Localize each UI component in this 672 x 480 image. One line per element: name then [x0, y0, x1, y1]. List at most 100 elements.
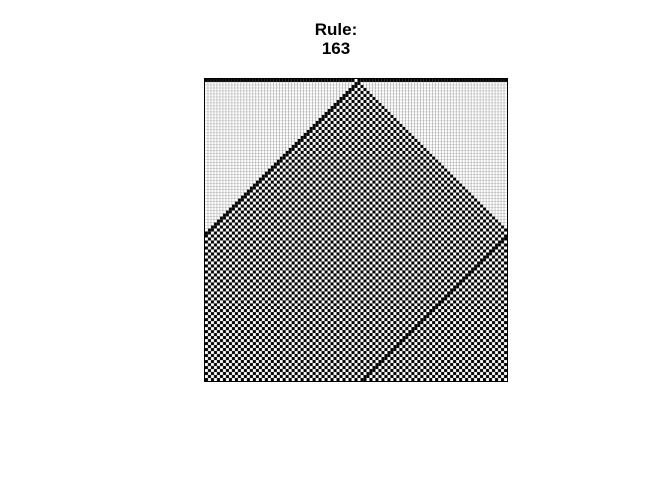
automaton-cell-run	[310, 252, 313, 255]
automaton-cell-run	[357, 133, 360, 136]
automaton-cell-run	[304, 196, 307, 199]
automaton-cell-run	[307, 190, 310, 193]
automaton-cell-run	[501, 243, 504, 246]
automaton-cell-run	[414, 148, 417, 151]
automaton-cell-run	[250, 217, 253, 220]
automaton-cell-run	[435, 294, 438, 297]
automaton-cell-run	[337, 279, 340, 282]
automaton-cell-run	[301, 234, 304, 237]
automaton-cell-run	[316, 202, 319, 205]
automaton-cell-run	[355, 118, 358, 121]
automaton-cell-run	[295, 226, 298, 229]
automaton-cell-run	[292, 181, 295, 184]
automaton-cell-run	[277, 193, 280, 196]
automaton-cell-run	[423, 285, 426, 288]
automaton-cell-run	[372, 196, 375, 199]
automaton-cell-run	[360, 229, 363, 232]
automaton-cell-run	[381, 258, 384, 261]
automaton-cell-run	[307, 231, 310, 234]
automaton-cell-run	[384, 124, 387, 127]
automaton-cell-run	[372, 300, 375, 303]
automaton-cell-run	[378, 243, 381, 246]
automaton-cell-run	[334, 163, 337, 166]
automaton-cell-run	[369, 142, 372, 145]
automaton-cell-run	[337, 217, 340, 220]
automaton-cell-run	[417, 246, 420, 249]
automaton-cell-run	[375, 246, 378, 249]
automaton-cell-run	[211, 282, 214, 285]
automaton-cell-run	[357, 181, 360, 184]
automaton-cell-run	[307, 252, 310, 255]
automaton-cell-run	[387, 267, 390, 270]
automaton-cell-run	[381, 178, 384, 181]
automaton-cell-run	[310, 193, 313, 196]
automaton-cell-run	[438, 288, 441, 291]
automaton-cell-run	[223, 237, 226, 240]
automaton-cell-run	[453, 234, 456, 237]
automaton-cell-run	[346, 202, 349, 205]
automaton-cell-run	[226, 297, 229, 300]
automaton-cell-run	[286, 229, 289, 232]
automaton-cell-run	[444, 226, 447, 229]
automaton-cell-run	[399, 288, 402, 291]
automaton-cell-run	[477, 267, 480, 270]
automaton-cell-run	[298, 151, 301, 154]
automaton-cell-run	[360, 181, 363, 184]
automaton-cell-run	[214, 276, 217, 279]
automaton-cell-run	[313, 157, 316, 160]
automaton-cell-run	[366, 133, 369, 136]
automaton-cell-run	[366, 291, 369, 294]
automaton-cell-run	[411, 285, 414, 288]
automaton-cell-run	[280, 285, 283, 288]
automaton-cell-run	[325, 288, 328, 291]
automaton-cell-run	[378, 175, 381, 178]
automaton-cell-run	[447, 249, 450, 252]
automaton-cell-run	[346, 112, 349, 115]
automaton-cell-run	[253, 273, 256, 276]
automaton-cell-run	[301, 243, 304, 246]
automaton-cell-run	[277, 243, 280, 246]
automaton-cell-run	[498, 294, 501, 297]
automaton-cell-run	[366, 240, 369, 243]
automaton-cell-run	[447, 270, 450, 273]
automaton-cell-run	[250, 288, 253, 291]
automaton-cell-run	[360, 243, 363, 246]
automaton-cell-run	[402, 151, 405, 154]
automaton-cell-run	[399, 145, 402, 148]
automaton-cell-run	[471, 276, 474, 279]
automaton-cell-run	[211, 264, 214, 267]
automaton-cell-run	[322, 211, 325, 214]
automaton-cell-run	[402, 175, 405, 178]
automaton-cell-run	[366, 208, 369, 211]
automaton-cell-run	[414, 184, 417, 187]
automaton-cell-run	[444, 202, 447, 205]
automaton-cell-run	[295, 217, 298, 220]
automaton-cell-run	[375, 208, 378, 211]
automaton-cell-run	[223, 288, 226, 291]
automaton-cell-run	[349, 136, 352, 139]
automaton-cell-run	[304, 226, 307, 229]
automaton-cell-run	[360, 100, 363, 103]
automaton-cell-run	[277, 300, 280, 303]
automaton-cell-run	[343, 258, 346, 261]
automaton-cell-run	[286, 175, 289, 178]
automaton-cell-run	[355, 94, 358, 97]
automaton-cell-run	[280, 264, 283, 267]
automaton-cell-run	[250, 297, 253, 300]
automaton-cell-run	[381, 148, 384, 151]
automaton-cell-run	[220, 276, 223, 279]
automaton-cell-run	[283, 202, 286, 205]
automaton-cell-run	[393, 214, 396, 217]
automaton-cell-run	[378, 261, 381, 264]
automaton-cell-run	[414, 243, 417, 246]
automaton-cell-run	[456, 211, 459, 214]
automaton-cell-run	[217, 249, 220, 252]
automaton-cell-run	[432, 237, 435, 240]
automaton-cell-run	[408, 270, 411, 273]
automaton-cell-run	[316, 261, 319, 264]
automaton-cell-run	[498, 226, 501, 229]
automaton-cell-run	[352, 178, 355, 181]
automaton-cell-run	[343, 208, 346, 211]
automaton-cell-run	[316, 234, 319, 237]
automaton-cell-run	[381, 133, 384, 136]
